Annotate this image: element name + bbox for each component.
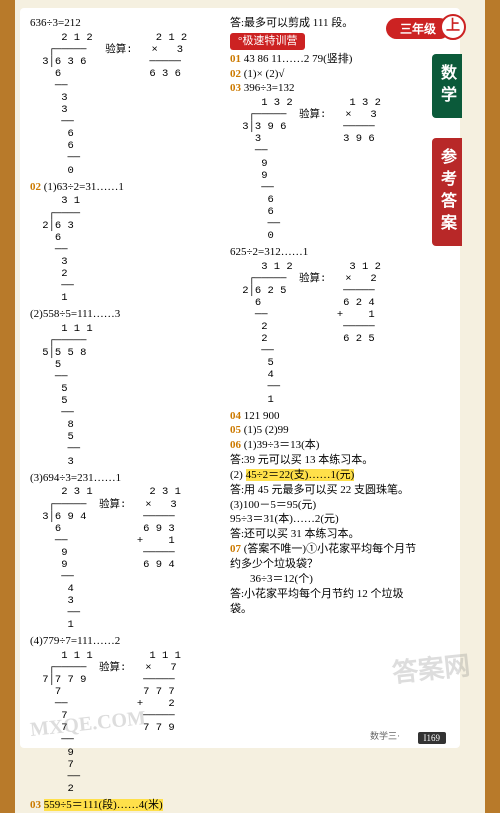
qnum: 05	[230, 424, 241, 436]
footer-text: 数学三·	[370, 729, 400, 742]
qnum: 04	[230, 410, 241, 422]
longdiv: 1 3 2 1 3 2 ┌───── 验算: × 3 3│3 9 6 ─────…	[236, 97, 422, 242]
q07: 07 (答案不唯一)①小花家平均每个月节约多少个垃圾袋？	[230, 542, 422, 572]
q01: 01 43 86 11……2 79(竖排)	[230, 52, 422, 67]
answer-text: 答:39 元可以买 13 本练习本。	[230, 453, 422, 468]
highlight: 559÷5＝111(段)……4(米)	[44, 799, 163, 811]
qtext: (1)39÷3＝13(本)	[244, 439, 320, 451]
qtext: (4)779÷7=111……2	[30, 634, 222, 649]
qtext: (1)63÷2=31……1	[44, 181, 124, 193]
qtext: (3)100－5＝95(元)	[230, 498, 422, 513]
qnum: 02	[230, 68, 241, 80]
longdiv: 2 3 1 2 3 1 ┌───── 验算: × 3 3│6 9 4 ─────…	[36, 486, 222, 631]
qtext: (2)558÷5=111……3	[30, 307, 222, 322]
qtext: (1)5 (2)99	[244, 424, 289, 436]
qtext: (3)694÷3=231……1	[30, 471, 222, 486]
longdiv: 1 1 1 1 1 1 ┌───── 验算: × 7 7│7 7 9 ─────…	[36, 650, 222, 795]
longdiv: 2 1 2 2 1 2 ┌───── 验算: × 3 3│6 3 6 ─────…	[36, 32, 222, 177]
qtext: 396÷3=132	[244, 82, 295, 94]
qtext: 95÷3＝31(本)……2(元)	[230, 512, 422, 527]
qline: (2) 45÷2＝22(支)……1(元)	[230, 468, 422, 483]
camp-badge: °极速特训营	[230, 33, 305, 50]
longdiv: 1 1 1 ┌───── 5│5 5 8 5 ── 5 5 ── 8 5 ── …	[36, 323, 222, 468]
q05: 05 (1)5 (2)99	[230, 423, 422, 438]
eq: 636÷3=212	[30, 16, 222, 31]
qnum: 06	[230, 439, 241, 451]
subject-tab: 数学	[432, 54, 462, 118]
page: 三年级 上 数学 参考答案 636÷3=212 2 1 2 2 1 2 ┌───…	[20, 8, 460, 748]
qnum: 01	[230, 53, 241, 65]
qtext: (答案不唯一)①小花家平均每个月节约多少个垃圾袋？	[230, 543, 416, 570]
q03: 03 559÷5＝111(段)……4(米)	[30, 798, 222, 813]
q03: 03 396÷3=132	[230, 81, 422, 96]
q02: 02 (1)× (2)√	[230, 67, 422, 82]
longdiv: 3 1 ┌──── 2│6 3 6 ── 3 2 ── 1	[36, 195, 222, 304]
left-column: 636÷3=212 2 1 2 2 1 2 ┌───── 验算: × 3 3│6…	[30, 16, 222, 740]
answer-text: 答:小花家平均每个月节约 12 个垃圾袋。	[230, 587, 422, 617]
longdiv: 3 1 2 3 1 2 ┌───── 验算: × 2 2│6 2 5 ─────…	[236, 261, 422, 406]
qnum: 02	[30, 181, 41, 193]
right-column: 答:最多可以剪成 111 段。 °极速特训营 01 43 86 11……2 79…	[230, 16, 450, 740]
qtext: 43 86 11……2 79(竖排)	[244, 53, 353, 65]
q06: 06 (1)39÷3＝13(本)	[230, 438, 422, 453]
qtext: 625÷2=312……1	[230, 245, 422, 260]
page-number: I169	[418, 732, 447, 744]
columns: 636÷3=212 2 1 2 2 1 2 ┌───── 验算: × 3 3│6…	[30, 16, 450, 740]
highlight: 45÷2＝22(支)……1(元)	[246, 469, 355, 481]
qtext: (2)	[230, 469, 243, 481]
answer-text: 答:用 45 元最多可以买 22 支圆珠笔。	[230, 483, 422, 498]
qtext: 36÷3＝12(个)	[250, 572, 422, 587]
qnum: 07	[230, 543, 241, 555]
qtext: (1)× (2)√	[244, 68, 285, 80]
qnum: 03	[30, 799, 41, 811]
q02: 02 (1)63÷2=31……1	[30, 180, 222, 195]
qtext: 121 900	[244, 410, 280, 422]
qnum: 03	[230, 82, 241, 94]
volume-badge: 上	[440, 14, 466, 40]
q04: 04 121 900	[230, 409, 422, 424]
answer-text: 答:还可以买 31 本练习本。	[230, 527, 422, 542]
section-tab: 参考答案	[432, 138, 462, 246]
